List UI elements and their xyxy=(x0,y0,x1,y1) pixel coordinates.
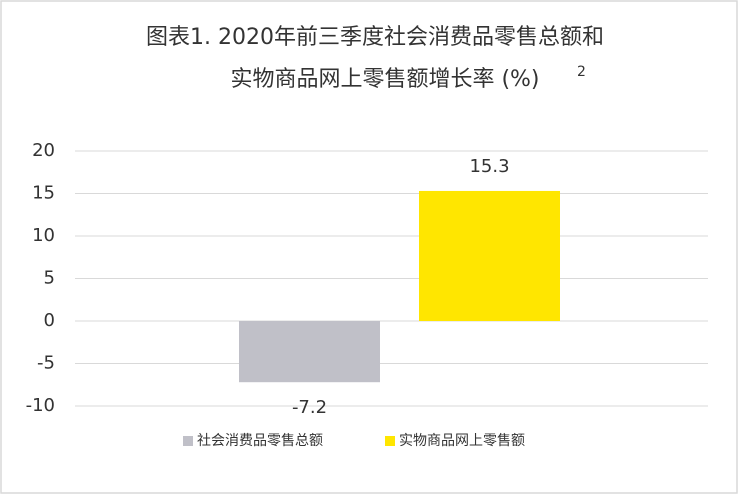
y-tick-label: 15 xyxy=(32,183,55,204)
chart-title-line: 图表1. 2020年前三季度社会消费品零售总额和 xyxy=(146,25,604,50)
y-tick-label: 10 xyxy=(32,225,55,246)
y-tick-label: 5 xyxy=(44,268,55,289)
legend-swatch xyxy=(183,436,193,446)
title-superscript: 2 xyxy=(577,64,586,80)
legend-label: 实物商品网上零售额 xyxy=(399,433,525,449)
chart-title-line: 实物商品网上零售额增长率 (%) xyxy=(230,67,539,92)
legend-label: 社会消费品零售总额 xyxy=(197,433,323,449)
legend-swatch xyxy=(385,436,395,446)
y-tick-label: 0 xyxy=(44,310,55,331)
data-label: -7.2 xyxy=(292,397,327,418)
y-tick-label: 20 xyxy=(32,140,55,161)
bar xyxy=(239,321,380,383)
bar xyxy=(419,190,560,321)
y-tick-label: -10 xyxy=(26,395,55,416)
data-label: 15.3 xyxy=(469,156,509,177)
y-tick-label: -5 xyxy=(37,353,55,374)
